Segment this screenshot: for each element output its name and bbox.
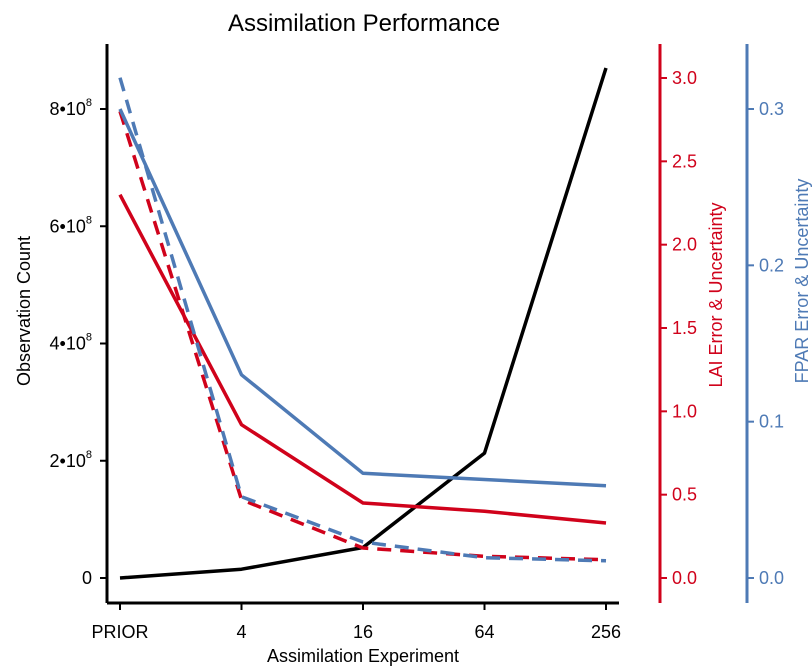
lai-tick-label: 3.0 [672, 68, 697, 88]
x-axis-label: Assimilation Experiment [267, 646, 459, 666]
fpar-tick-label: 0.1 [759, 412, 784, 432]
x-tick-label: 4 [236, 622, 246, 642]
left-y-axis: 0 2•108 4•108 6•108 8•108 [50, 44, 109, 603]
left-tick-label: 6•108 [50, 214, 92, 236]
fpar-y-axis: 0.0 0.1 0.2 0.3 [745, 44, 784, 603]
chart-title: Assimilation Performance [228, 10, 500, 37]
lai-tick-label: 0.5 [672, 485, 697, 505]
left-tick-label: 2•108 [50, 449, 92, 471]
lai-y-axis-label: LAI Error & Uncertainty [706, 202, 726, 387]
lai-tick-label: 0.0 [672, 568, 697, 588]
left-tick-label: 0 [82, 568, 92, 588]
left-tick-label: 4•108 [50, 332, 92, 354]
x-tick-label: 16 [353, 622, 373, 642]
fpar-tick-label: 0.0 [759, 568, 784, 588]
lai-tick-label: 1.0 [672, 401, 697, 421]
x-tick-label: 256 [591, 622, 621, 642]
lai-tick-label: 1.5 [672, 318, 697, 338]
x-tick-label: PRIOR [91, 622, 148, 642]
fpar-tick-label: 0.3 [759, 99, 784, 119]
series-line-fpar-dashed [118, 77, 607, 563]
x-axis: PRIOR 4 16 64 256 [91, 601, 621, 642]
left-tick-label: 8•108 [50, 97, 92, 119]
left-y-axis-label: Observation Count [14, 236, 34, 386]
fpar-tick-label: 0.2 [759, 255, 784, 275]
fpar-y-axis-label: FPAR Error & Uncertainty [792, 179, 812, 384]
series-layer [118, 67, 608, 580]
lai-tick-label: 2.0 [672, 235, 697, 255]
lai-y-axis: 0.0 0.5 1.0 1.5 2.0 2.5 3.0 [658, 44, 697, 603]
lai-tick-label: 2.5 [672, 151, 697, 171]
x-tick-label: 64 [474, 622, 494, 642]
